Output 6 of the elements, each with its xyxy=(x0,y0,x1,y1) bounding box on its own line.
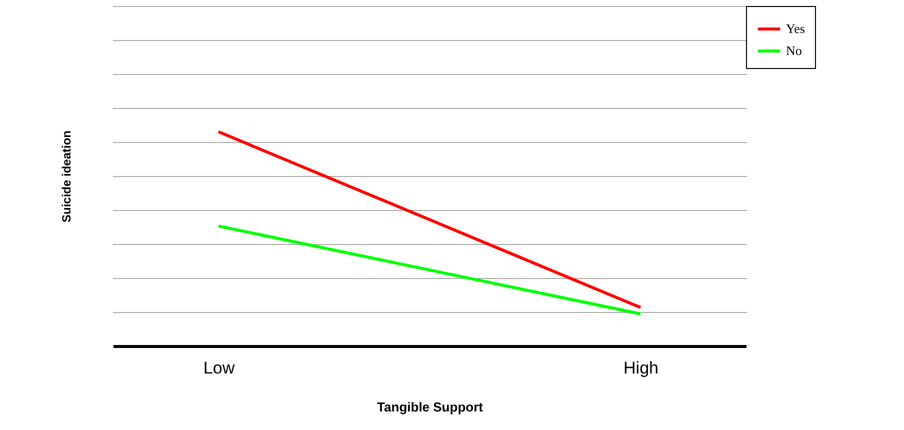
y-axis-title: Suicide ideation xyxy=(60,130,74,223)
legend-label: No xyxy=(786,43,802,58)
legend-label: Yes xyxy=(786,21,805,36)
x-axis-title: Tangible Support xyxy=(377,400,484,414)
x-tick-label: High xyxy=(624,358,658,378)
x-tick-label: Low xyxy=(203,358,236,378)
